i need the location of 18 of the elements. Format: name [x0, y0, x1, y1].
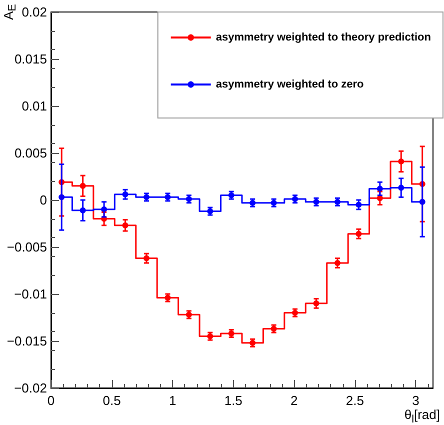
y-tick-label: 0.015 — [14, 52, 47, 66]
x-tick-label: 3 — [412, 393, 420, 408]
x-tick-label: 0.5 — [102, 393, 121, 408]
y-tick-label: 0.005 — [14, 146, 47, 160]
y-tick-label: 0.02 — [22, 4, 47, 20]
x-tick-label: 1.5 — [224, 393, 242, 408]
y-tick-label: 0 — [40, 192, 47, 208]
legend-label: asymmetry weighted to zero — [216, 78, 364, 90]
x-axis-title: θ$_{l}$[rad] — [404, 407, 440, 425]
y-tick-label: −0.02 — [14, 380, 47, 396]
y-tick-label: −0.01 — [14, 286, 47, 302]
x-tick-label: 1 — [168, 393, 176, 408]
x-tick-label: 2 — [290, 393, 298, 408]
x-tick-label: 2.5 — [346, 393, 364, 408]
legend-label: asymmetry weighted to theory prediction — [216, 32, 432, 44]
y-tick-label: −0.015 — [6, 334, 47, 348]
y-tick-label: 0.01 — [22, 98, 47, 114]
y-tick-label: −0.005 — [6, 240, 47, 254]
